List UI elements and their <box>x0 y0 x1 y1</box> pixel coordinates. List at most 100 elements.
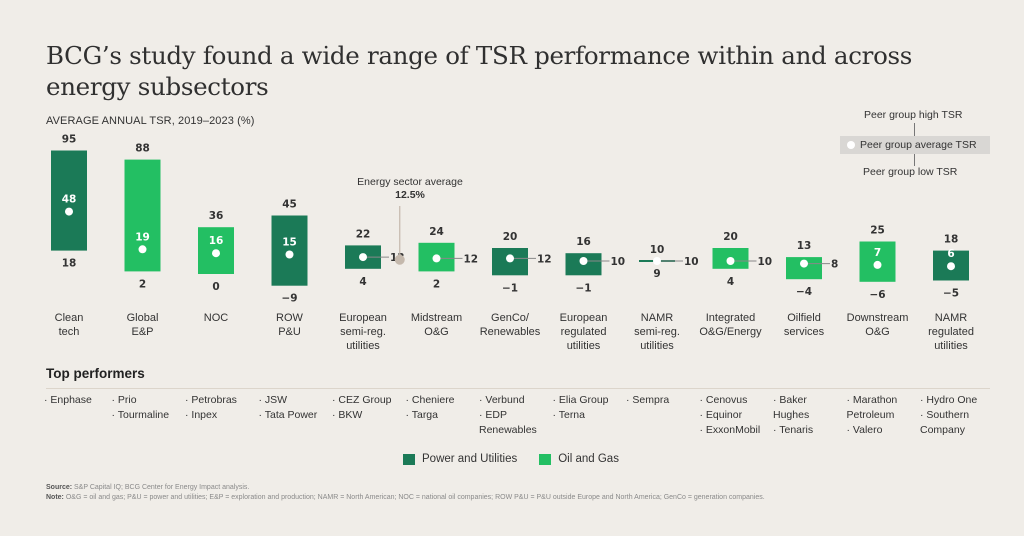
average-dot-icon <box>847 141 855 149</box>
high-value-label: 45 <box>282 199 297 211</box>
high-value-label: 95 <box>62 134 77 146</box>
key-high-label: Peer group high TSR <box>864 109 963 121</box>
top-performer-item: · Elia Group <box>552 394 609 406</box>
top-performers-column: · Petrobras · Inpex <box>185 393 237 423</box>
note-line: Note: O&G = oil and gas; P&U = power and… <box>46 494 765 501</box>
top-performers-column: · Verbund · EDP Renewables <box>479 393 537 438</box>
average-value-label: 10 <box>611 256 626 268</box>
high-value-label: 25 <box>870 225 885 237</box>
footer: Source: S&P Capital IQ; BCG Center for E… <box>46 483 765 503</box>
average-value-label: 8 <box>831 259 838 271</box>
chart-title: BCG’s study found a wide range of TSR pe… <box>46 41 913 101</box>
top-performers-column: · Prio · Tourmaline <box>112 393 170 423</box>
average-dot <box>212 249 220 258</box>
top-performer-item: · Petrobras <box>185 394 237 406</box>
top-performer-item: · Targa <box>405 409 439 421</box>
top-performer-item: · Cheniere <box>405 394 455 406</box>
range-bar <box>124 159 161 272</box>
average-dot <box>873 260 882 269</box>
key-connector-top <box>914 123 915 136</box>
top-performers-column: · Marathon Petroleum · Valero <box>847 393 898 438</box>
average-dot <box>285 250 294 259</box>
average-dot <box>506 254 514 263</box>
energy-average-label: Energy sector average <box>357 176 463 188</box>
legend: Power and Utilities Oil and Gas <box>403 453 619 465</box>
high-value-label: 10 <box>650 244 665 256</box>
average-value-label: 7 <box>874 247 881 259</box>
top-performer-item: · Tenaris <box>773 424 814 436</box>
average-value-label: 12 <box>464 253 479 265</box>
low-value-label: 2 <box>139 278 146 290</box>
average-value-label: 10 <box>758 256 773 268</box>
average-value-label: 19 <box>135 231 150 243</box>
category-label: ROW P&U <box>276 312 303 338</box>
top-performers-column: · Cheniere · Targa <box>406 393 455 423</box>
high-value-label: 36 <box>209 210 224 222</box>
top-performer-item: · Inpex <box>185 409 218 421</box>
top-performers-column: · Elia Group · Terna <box>553 393 609 423</box>
low-value-label: −1 <box>502 282 518 294</box>
top-performer-item: · ExxonMobil <box>699 424 761 436</box>
category-label: NAMR regulated utilities <box>928 312 974 352</box>
legend-swatch-oil-gas <box>539 453 552 465</box>
top-performer-item: · JSW <box>258 394 288 406</box>
key-average-box: Peer group average TSR <box>840 136 990 154</box>
legend-label-power-utilities: Power and Utilities <box>422 453 518 465</box>
average-dot <box>800 259 808 268</box>
category-label: GenCo/ Renewables <box>479 312 541 338</box>
category-label: NAMR semi-reg. utilities <box>634 312 680 352</box>
key-average-label: Peer group average TSR <box>860 139 977 151</box>
low-value-label: −4 <box>796 286 812 298</box>
top-performer-item: · Prio <box>111 394 137 406</box>
legend-item-oil-gas: Oil and Gas <box>539 453 619 465</box>
average-value-label: 10 <box>684 256 699 268</box>
top-performer-item: · Equinor <box>699 409 743 421</box>
average-dot <box>726 257 735 265</box>
category-label: European semi-reg. utilities <box>339 312 387 352</box>
low-value-label: 9 <box>653 268 660 280</box>
top-performers-divider <box>46 388 990 389</box>
average-dot <box>138 245 147 254</box>
high-value-label: 22 <box>356 228 371 240</box>
low-value-label: 4 <box>727 276 734 288</box>
average-value-label: 12 <box>537 253 552 265</box>
source-line: Source: S&P Capital IQ; BCG Center for E… <box>46 484 250 491</box>
low-value-label: 18 <box>62 258 77 270</box>
top-performers-column: · Enphase <box>44 393 92 408</box>
energy-average-value: 12.5% <box>395 189 425 201</box>
top-performers-column: · Hydro One · Southern Company <box>920 393 977 438</box>
legend-label-oil-gas: Oil and Gas <box>558 453 619 465</box>
top-performer-item: · Tata Power <box>258 409 318 421</box>
top-performer-item: · Enphase <box>44 394 92 406</box>
category-label: Global E&P <box>126 312 159 338</box>
category-label: Oilfield services <box>783 312 825 338</box>
legend-item-power-utilities: Power and Utilities <box>403 453 517 465</box>
low-value-label: −6 <box>869 289 885 301</box>
top-performers-column: · JSW · Tata Power <box>259 393 318 423</box>
average-value-label: 48 <box>62 194 77 206</box>
high-value-label: 13 <box>797 240 812 252</box>
low-value-label: −5 <box>943 288 959 300</box>
high-value-label: 88 <box>135 143 150 155</box>
legend-swatch-power-utilities <box>403 453 415 465</box>
category-label: NOC <box>203 312 229 324</box>
category-label: Midstream O&G <box>410 312 463 338</box>
high-value-label: 18 <box>944 234 959 246</box>
average-dot <box>359 253 367 262</box>
range-bar-chart: 951848882193601645−915224132421220−11216… <box>51 134 969 305</box>
top-performer-item: · CEZ Group <box>332 394 392 406</box>
high-value-label: 24 <box>429 226 444 238</box>
chart-subtitle: AVERAGE ANNUAL TSR, 2019–2023 (%) <box>46 115 255 127</box>
top-performers-column: · Baker Hughes · Tenaris <box>773 393 813 438</box>
category-label: European regulated utilities <box>559 312 608 352</box>
top-performers-column: · CEZ Group · BKW <box>332 393 392 423</box>
top-performers-column: · Cenovus · Equinor · ExxonMobil <box>700 393 761 438</box>
top-performer-item: · Verbund <box>479 394 525 406</box>
top-performer-item: · Southern Company <box>920 409 970 436</box>
top-performer-item: · Sempra <box>626 394 670 406</box>
key-connector-bottom <box>914 154 915 166</box>
top-performer-item: · Valero <box>846 424 883 436</box>
average-dot <box>947 262 955 271</box>
top-performer-item: · Marathon Petroleum <box>846 394 898 421</box>
top-performer-item: · Cenovus <box>699 394 748 406</box>
